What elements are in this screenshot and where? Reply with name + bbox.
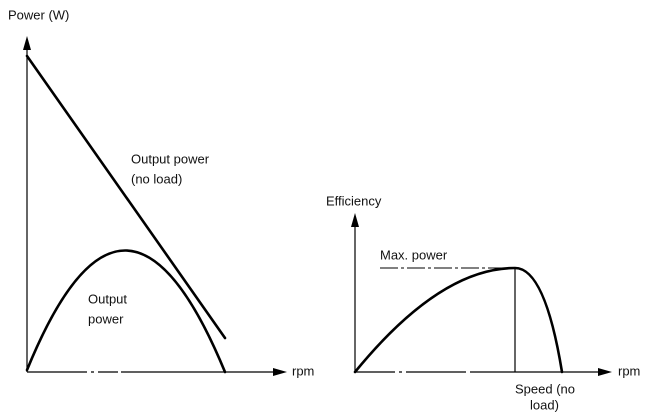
y-arrow bbox=[23, 36, 31, 50]
annotation: power bbox=[88, 311, 124, 326]
x-label: rpm bbox=[618, 363, 640, 378]
annotation: Output power bbox=[131, 151, 210, 166]
x-arrow bbox=[273, 368, 287, 376]
x-label: rpm bbox=[292, 363, 314, 378]
y-label: Efficiency bbox=[326, 193, 382, 208]
no-load-line bbox=[25, 54, 227, 340]
efficiency-curve bbox=[353, 266, 564, 374]
y-label: Power (W) bbox=[8, 7, 69, 22]
y-arrow bbox=[351, 213, 359, 227]
annotation: (no load) bbox=[131, 171, 182, 186]
right-chart: Efficiency rpm Max. power Speed (no load… bbox=[326, 193, 640, 412]
annotation: Speed (no bbox=[515, 381, 575, 396]
left-chart: Power (W) rpm Output power (no load) Out… bbox=[8, 7, 314, 378]
annotation: Output bbox=[88, 291, 127, 306]
annotation: Max. power bbox=[380, 247, 448, 262]
annotation: load) bbox=[530, 397, 559, 412]
x-arrow bbox=[598, 368, 612, 376]
output-curve bbox=[25, 249, 227, 374]
